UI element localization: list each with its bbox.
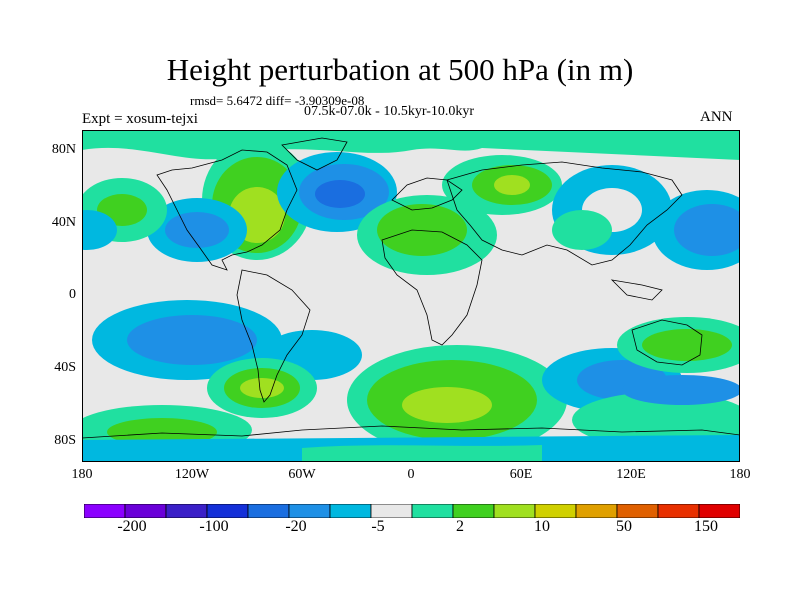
lon-label: 60W (288, 467, 316, 482)
lon-label: 0 (407, 467, 415, 482)
lon-label: 120E (616, 467, 646, 482)
colorbar-swatch (452, 504, 495, 518)
lat-label: 40S (54, 360, 76, 375)
colorbar-swatch (206, 504, 249, 518)
lat-label: 40N (51, 215, 76, 230)
colorbar-swatch (329, 504, 372, 518)
plot-title: Height perturbation at 500 hPa (in m) (166, 52, 634, 87)
lon-label: 180 (71, 467, 93, 482)
colorbar-label: -5 (371, 518, 385, 535)
season-label: ANN (700, 109, 733, 125)
lon-label: 60E (509, 467, 533, 482)
colorbar-label: 10 (534, 518, 550, 535)
colorbar-swatch (657, 504, 700, 518)
lat-label: 80N (51, 142, 76, 157)
colorbar-swatch (84, 504, 126, 518)
colorbar-swatch (493, 504, 536, 518)
colorbar-label: -100 (199, 518, 229, 535)
colorbar-swatch (288, 504, 331, 518)
experiment-label: Expt = xosum-tejxi (82, 111, 198, 127)
lon-label: 180 (729, 467, 751, 482)
world-map (82, 130, 740, 462)
colorbar (84, 504, 740, 518)
colorbar-swatch (370, 504, 413, 518)
colorbar-label: -20 (285, 518, 307, 535)
coastlines (82, 137, 740, 439)
colorbar-swatch (698, 504, 740, 518)
colorbar-label: 2 (456, 518, 464, 535)
period-label: 07.5k-07.0k - 10.5kyr-10.0kyr (304, 104, 475, 119)
colorbar-swatch (165, 504, 208, 518)
lat-label: 80S (54, 433, 76, 448)
colorbar-swatch (124, 504, 167, 518)
colorbar-swatch (534, 504, 577, 518)
colorbar-swatch (411, 504, 454, 518)
stats-line: rmsd= 5.6472 diff= -3.90309e-08 (190, 93, 365, 108)
colorbar-swatch (616, 504, 659, 518)
colorbar-label: -200 (117, 518, 147, 535)
anomaly-field (82, 130, 740, 462)
colorbar-label: 50 (616, 518, 632, 535)
map-frame (82, 130, 740, 462)
lon-label: 120W (174, 467, 210, 482)
colorbar-swatch (247, 504, 290, 518)
colorbar-label: 150 (694, 518, 718, 535)
lat-label: 0 (69, 287, 76, 302)
colorbar-swatch (575, 504, 618, 518)
